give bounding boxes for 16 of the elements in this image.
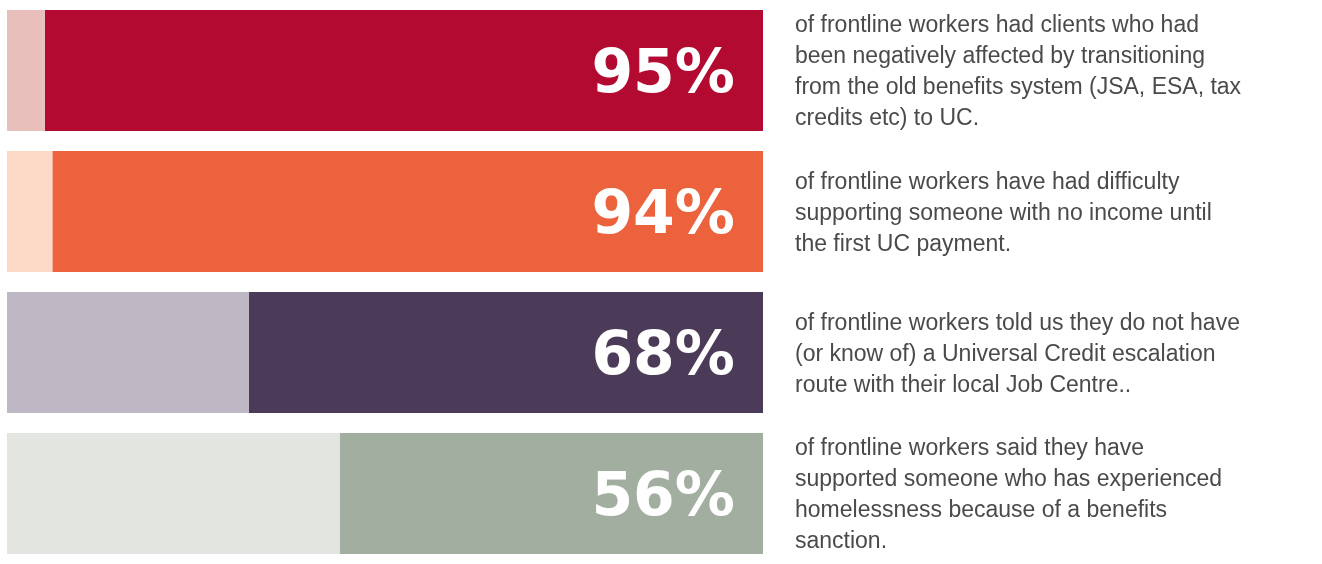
bar xyxy=(248,292,763,413)
y-tick-label: of frontline workers have had difficulty supporting someone with no income until the first UC payment. xyxy=(795,167,1219,256)
bar xyxy=(44,10,763,131)
bar xyxy=(7,292,249,413)
data-label: 56% xyxy=(591,458,735,529)
data-label: 94% xyxy=(591,176,735,247)
bar xyxy=(52,151,763,272)
bar xyxy=(7,151,53,272)
y-tick-label: of frontline workers had clients who had been negatively affected by transitioning from the old benefits system (JSA, ESA, tax credits etc) to UC. xyxy=(795,11,1248,130)
bar xyxy=(7,433,340,554)
bar xyxy=(339,433,763,554)
y-tick-label: of frontline workers said they have supported someone who has experienced homelessness because of a benefits sanction. xyxy=(795,434,1229,553)
data-label: 68% xyxy=(591,317,735,388)
y-tick-label: of frontline workers told us they do not have (or know of) a Universal Credit escalation route with their local Job Centre.. xyxy=(795,308,1247,397)
data-label: 95% xyxy=(591,35,735,106)
bar xyxy=(7,10,45,131)
